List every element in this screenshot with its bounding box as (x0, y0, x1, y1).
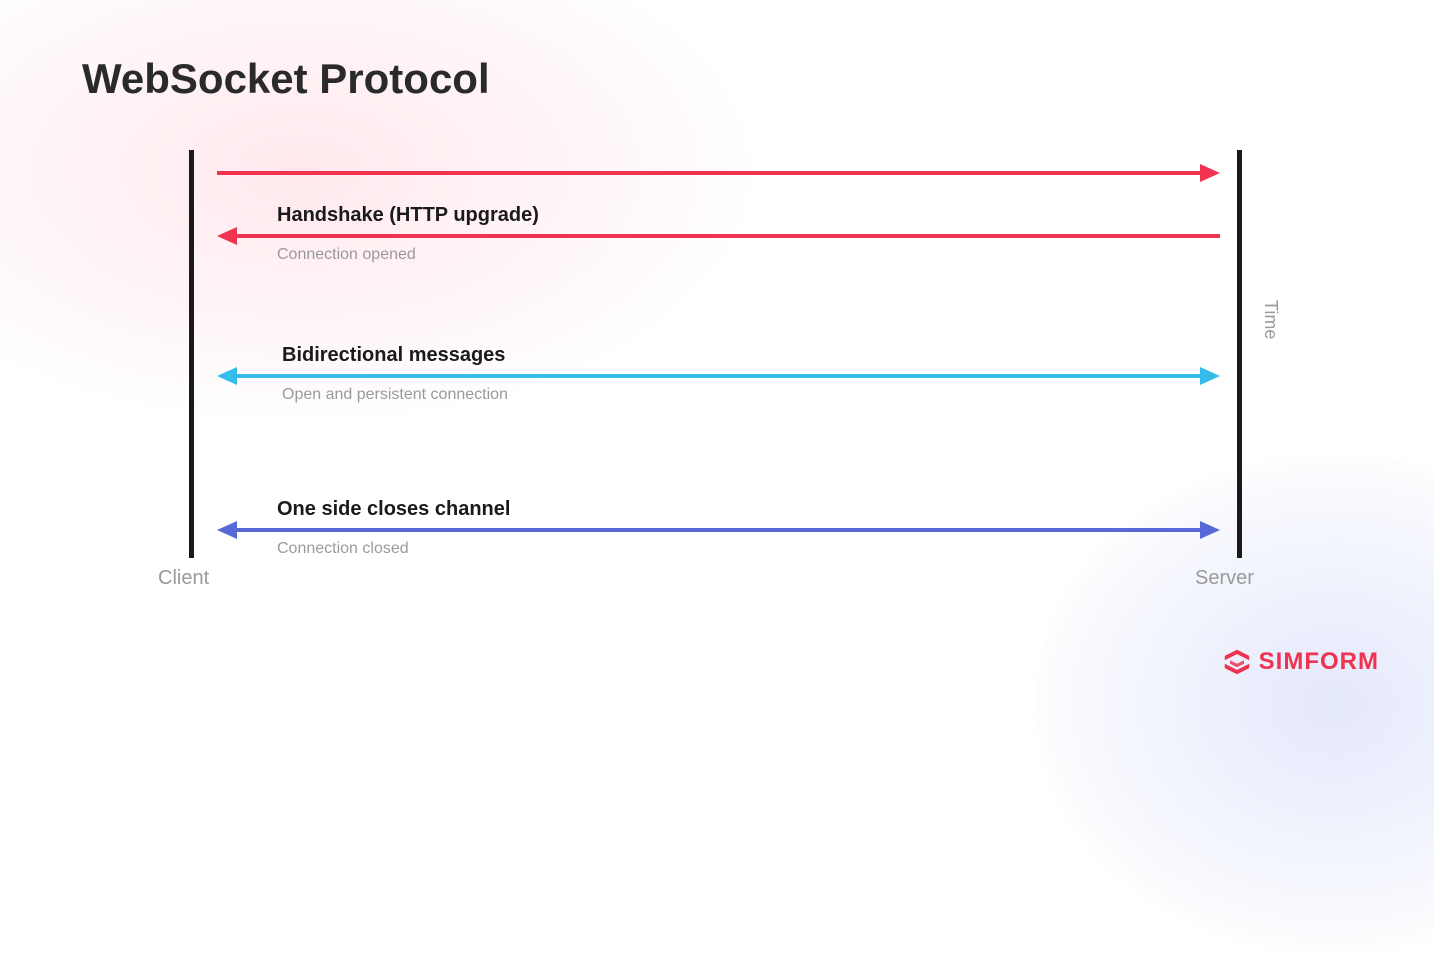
arrow-bidirectional (217, 367, 1220, 385)
arrow-handshake-response (217, 227, 1220, 245)
diagram-canvas (0, 0, 1434, 704)
arrow-handshake-request (217, 164, 1220, 182)
arrow-close (217, 521, 1220, 539)
